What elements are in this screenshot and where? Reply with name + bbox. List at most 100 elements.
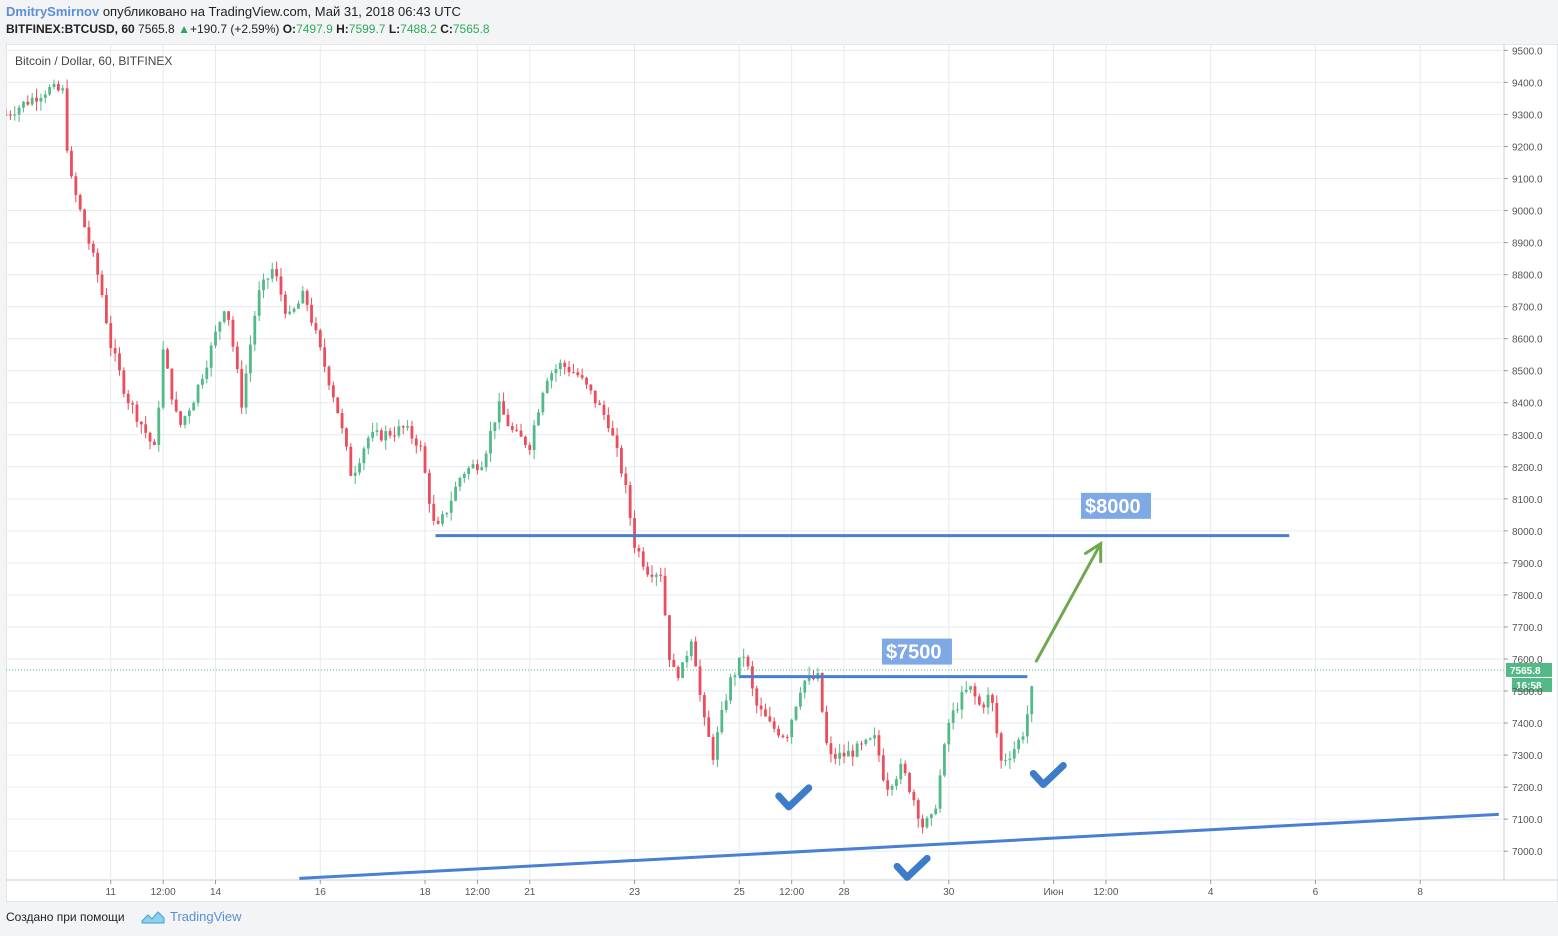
candle-body bbox=[519, 430, 523, 437]
target-arrow bbox=[1034, 542, 1103, 663]
x-tick-label: 18 bbox=[419, 887, 431, 898]
candle-body bbox=[209, 345, 213, 368]
candle-body bbox=[798, 692, 802, 707]
candle-body bbox=[593, 390, 597, 404]
candles bbox=[4, 79, 1034, 834]
y-tick-label: 7400.0 bbox=[1512, 719, 1543, 730]
candle-body bbox=[384, 431, 388, 441]
candle-body bbox=[475, 464, 479, 471]
candle-body bbox=[427, 472, 431, 504]
candle-body bbox=[663, 575, 667, 616]
candle-body bbox=[807, 675, 811, 681]
price-axis[interactable] bbox=[1503, 43, 1558, 881]
candle-body bbox=[689, 641, 693, 657]
candle-body bbox=[585, 377, 588, 385]
chart-frame[interactable]: 7565.8 16:58 $8000 $7500 7000.0 7100.0 7200.0… bbox=[4, 43, 1558, 903]
candle-body bbox=[8, 114, 12, 116]
candle-body bbox=[218, 321, 222, 332]
change-value: +190.7 (+2.59%) bbox=[189, 22, 280, 36]
candle-body bbox=[489, 430, 492, 454]
candle-body bbox=[825, 711, 828, 744]
candle-body bbox=[676, 667, 680, 678]
candle-body bbox=[934, 808, 938, 815]
x-tick-label: 12:00 bbox=[779, 887, 804, 898]
candle-body bbox=[462, 474, 466, 478]
candle-body bbox=[768, 716, 772, 722]
candle-body bbox=[166, 349, 169, 369]
candle-body bbox=[375, 430, 379, 432]
candle-body bbox=[432, 503, 436, 521]
candle-body bbox=[886, 780, 890, 790]
candle-body bbox=[633, 518, 636, 548]
close-label: C: bbox=[440, 22, 453, 36]
candle-body bbox=[183, 416, 187, 425]
low-label: L: bbox=[388, 22, 401, 36]
tradingview-brand-link[interactable]: TradingView bbox=[170, 909, 242, 924]
candle-body bbox=[52, 83, 56, 87]
x-tick-label: 28 bbox=[838, 887, 850, 898]
candle-body bbox=[956, 709, 959, 711]
candle-body bbox=[410, 426, 414, 439]
candle-body bbox=[572, 372, 575, 374]
candle-body bbox=[43, 94, 47, 98]
author-link[interactable]: DmitrySmirnov bbox=[6, 4, 100, 19]
candle-body bbox=[550, 373, 554, 381]
candle-body bbox=[179, 411, 182, 425]
label-8000: $8000 bbox=[1085, 496, 1141, 518]
candle-body bbox=[157, 407, 161, 446]
candle-body bbox=[615, 435, 619, 449]
candle-body bbox=[401, 426, 405, 428]
candle-body bbox=[986, 694, 990, 708]
x-tick-label: 16 bbox=[315, 887, 327, 898]
candle-body bbox=[641, 551, 645, 567]
candle-body bbox=[13, 114, 17, 116]
candle-body bbox=[947, 722, 951, 745]
candle-body bbox=[30, 97, 34, 105]
candle-body bbox=[144, 424, 148, 433]
candle-body bbox=[227, 311, 231, 320]
candle-body bbox=[436, 520, 440, 524]
tradingview-cloud-icon[interactable] bbox=[140, 907, 166, 927]
y-tick-label: 8000.0 bbox=[1512, 527, 1543, 538]
candle-body bbox=[838, 752, 842, 759]
candle-body bbox=[742, 656, 746, 658]
candle-body bbox=[558, 362, 562, 370]
candle-body bbox=[528, 444, 532, 451]
candle-body bbox=[4, 114, 8, 116]
candle-body bbox=[331, 385, 335, 398]
y-tick-label: 8900.0 bbox=[1512, 239, 1543, 250]
last-price-label: 7565.8 bbox=[1510, 666, 1541, 677]
candle-body bbox=[196, 384, 200, 403]
candle-body bbox=[589, 384, 593, 391]
candle-body bbox=[83, 209, 86, 228]
candle-body bbox=[716, 732, 719, 760]
candle-body bbox=[899, 763, 903, 780]
x-tick-label: 21 bbox=[524, 887, 536, 898]
candle-body bbox=[606, 414, 610, 429]
candle-body bbox=[240, 369, 244, 408]
candle-body bbox=[510, 426, 514, 430]
candle-body bbox=[860, 743, 863, 745]
publish-info: DmitrySmirnov опубликовано на TradingVie… bbox=[6, 4, 461, 19]
y-tick-label: 7300.0 bbox=[1512, 751, 1543, 762]
countdown-label: 16:58 bbox=[1516, 681, 1542, 692]
candle-body bbox=[628, 485, 632, 519]
candle-body bbox=[305, 290, 309, 305]
candle-body bbox=[895, 779, 898, 787]
candle-body bbox=[22, 101, 25, 108]
open-value: 7497.9 bbox=[296, 22, 333, 36]
candle-body bbox=[803, 680, 807, 693]
x-tick-label: Июн bbox=[1043, 887, 1063, 898]
candle-body bbox=[711, 736, 715, 760]
candle-body bbox=[480, 467, 484, 471]
price-chart[interactable]: 7565.8 16:58 $8000 $7500 7000.0 7100.0 7200.0… bbox=[4, 43, 1558, 903]
plot-area[interactable] bbox=[5, 43, 1505, 881]
candle-body bbox=[275, 269, 279, 277]
x-tick-label: 11 bbox=[106, 887, 117, 898]
candle-body bbox=[999, 733, 1003, 761]
y-tick-label: 9200.0 bbox=[1512, 142, 1543, 153]
candle-body bbox=[668, 615, 671, 660]
candle-body bbox=[318, 330, 322, 348]
ohlc-line: BITFINEX:BTCUSD, 60 7565.8 ▲+190.7 (+2.5… bbox=[6, 22, 490, 36]
candle-body bbox=[484, 453, 488, 468]
